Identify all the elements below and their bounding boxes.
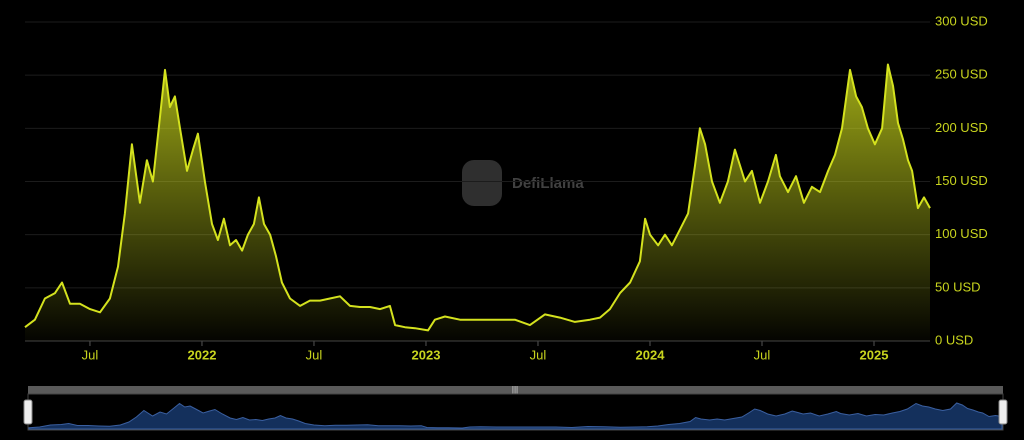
x-tick-label: 2022 bbox=[188, 347, 217, 362]
x-tick-label: 2024 bbox=[636, 347, 666, 362]
y-tick-label: 100 USD bbox=[935, 226, 988, 241]
watermark: DefiLlama bbox=[462, 160, 584, 206]
y-tick-label: 50 USD bbox=[935, 279, 981, 294]
navigator-handle-right[interactable] bbox=[998, 399, 1008, 425]
x-tick-label: Jul bbox=[530, 347, 547, 362]
x-tick-label: Jul bbox=[306, 347, 323, 362]
watermark-logo bbox=[462, 160, 502, 206]
navigator-grip[interactable]: ||| bbox=[512, 385, 518, 394]
navigator-bar[interactable] bbox=[28, 386, 1003, 394]
y-tick-label: 300 USD bbox=[935, 13, 988, 28]
area bbox=[25, 64, 930, 341]
y-tick-label: 250 USD bbox=[935, 67, 988, 82]
navigator-area bbox=[28, 402, 1003, 430]
x-tick-label: Jul bbox=[754, 347, 771, 362]
watermark-text: DefiLlama bbox=[512, 175, 584, 192]
y-tick-label: 200 USD bbox=[935, 120, 988, 135]
navigator-handle-left[interactable] bbox=[23, 399, 33, 425]
y-tick-label: 0 USD bbox=[935, 332, 973, 347]
x-tick-label: 2023 bbox=[412, 347, 441, 362]
x-tick-label: Jul bbox=[82, 347, 99, 362]
line bbox=[24, 63, 931, 332]
y-tick-label: 150 USD bbox=[935, 173, 988, 188]
x-tick-label: 2025 bbox=[860, 347, 889, 362]
